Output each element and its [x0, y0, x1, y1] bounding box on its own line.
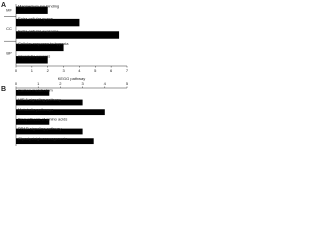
x-tick-label: 3: [62, 68, 65, 73]
category-label: Carbon metabolism: [18, 88, 53, 93]
group-label: BP: [6, 51, 12, 56]
x-tick-label: 7: [126, 68, 129, 73]
x-tick-label: 1: [31, 68, 34, 73]
category-label: Extra cellular space: [18, 16, 54, 21]
category-label: Glycolysis/gluconeogenesis: [18, 136, 67, 141]
bar: [16, 89, 50, 96]
category-label: PPAR signaling pathway: [18, 126, 62, 131]
group-label: CC: [6, 26, 12, 31]
figure: A 0 1 2 3 4 5 6 7 MF Magnesium ion binding CC Extra …: [1, 2, 129, 146]
x-tick-label: 4: [104, 81, 107, 86]
category-label: HIF-1 signaling pathway: [18, 97, 61, 102]
x-tick-label: 2: [59, 81, 62, 86]
page: {"chart_data": [ {"type": "bar", "label"…: [0, 0, 131, 150]
category-label: Biosynthesis of amino acids: [18, 117, 67, 122]
group-label: MF: [6, 7, 12, 12]
x-axis-title: KEGG pathway: [58, 76, 86, 81]
bar: [16, 118, 50, 125]
category-label: Cellular response to hypoxia: [18, 41, 69, 46]
panel-label: A: [1, 2, 6, 9]
bar: [16, 43, 64, 52]
bar: [16, 128, 83, 135]
category-label: Metabolic pathways: [18, 107, 53, 112]
bar: [16, 109, 105, 116]
x-tick-label: 4: [78, 68, 81, 73]
x-tick-label: 5: [126, 81, 129, 86]
bar: [16, 56, 48, 64]
x-tick-label: 5: [94, 68, 97, 73]
panel-label: B: [1, 86, 6, 93]
bar: [16, 138, 94, 145]
x-tick-label: 6: [110, 68, 113, 73]
x-tick-label: 2: [47, 68, 50, 73]
x-tick-label: 3: [81, 81, 84, 86]
bar: [16, 18, 80, 27]
category-label: Magnesium ion binding: [18, 4, 59, 9]
x-tick-label: 0: [15, 81, 18, 86]
bar: [16, 6, 48, 14]
bar: [16, 99, 83, 106]
x-tick-label: 1: [37, 81, 40, 86]
category-label: Glycolytic process: [18, 53, 50, 58]
bar: [16, 31, 120, 39]
category-label: Extra cellular exosome: [18, 28, 59, 33]
x-tick-label: 0: [15, 68, 18, 73]
